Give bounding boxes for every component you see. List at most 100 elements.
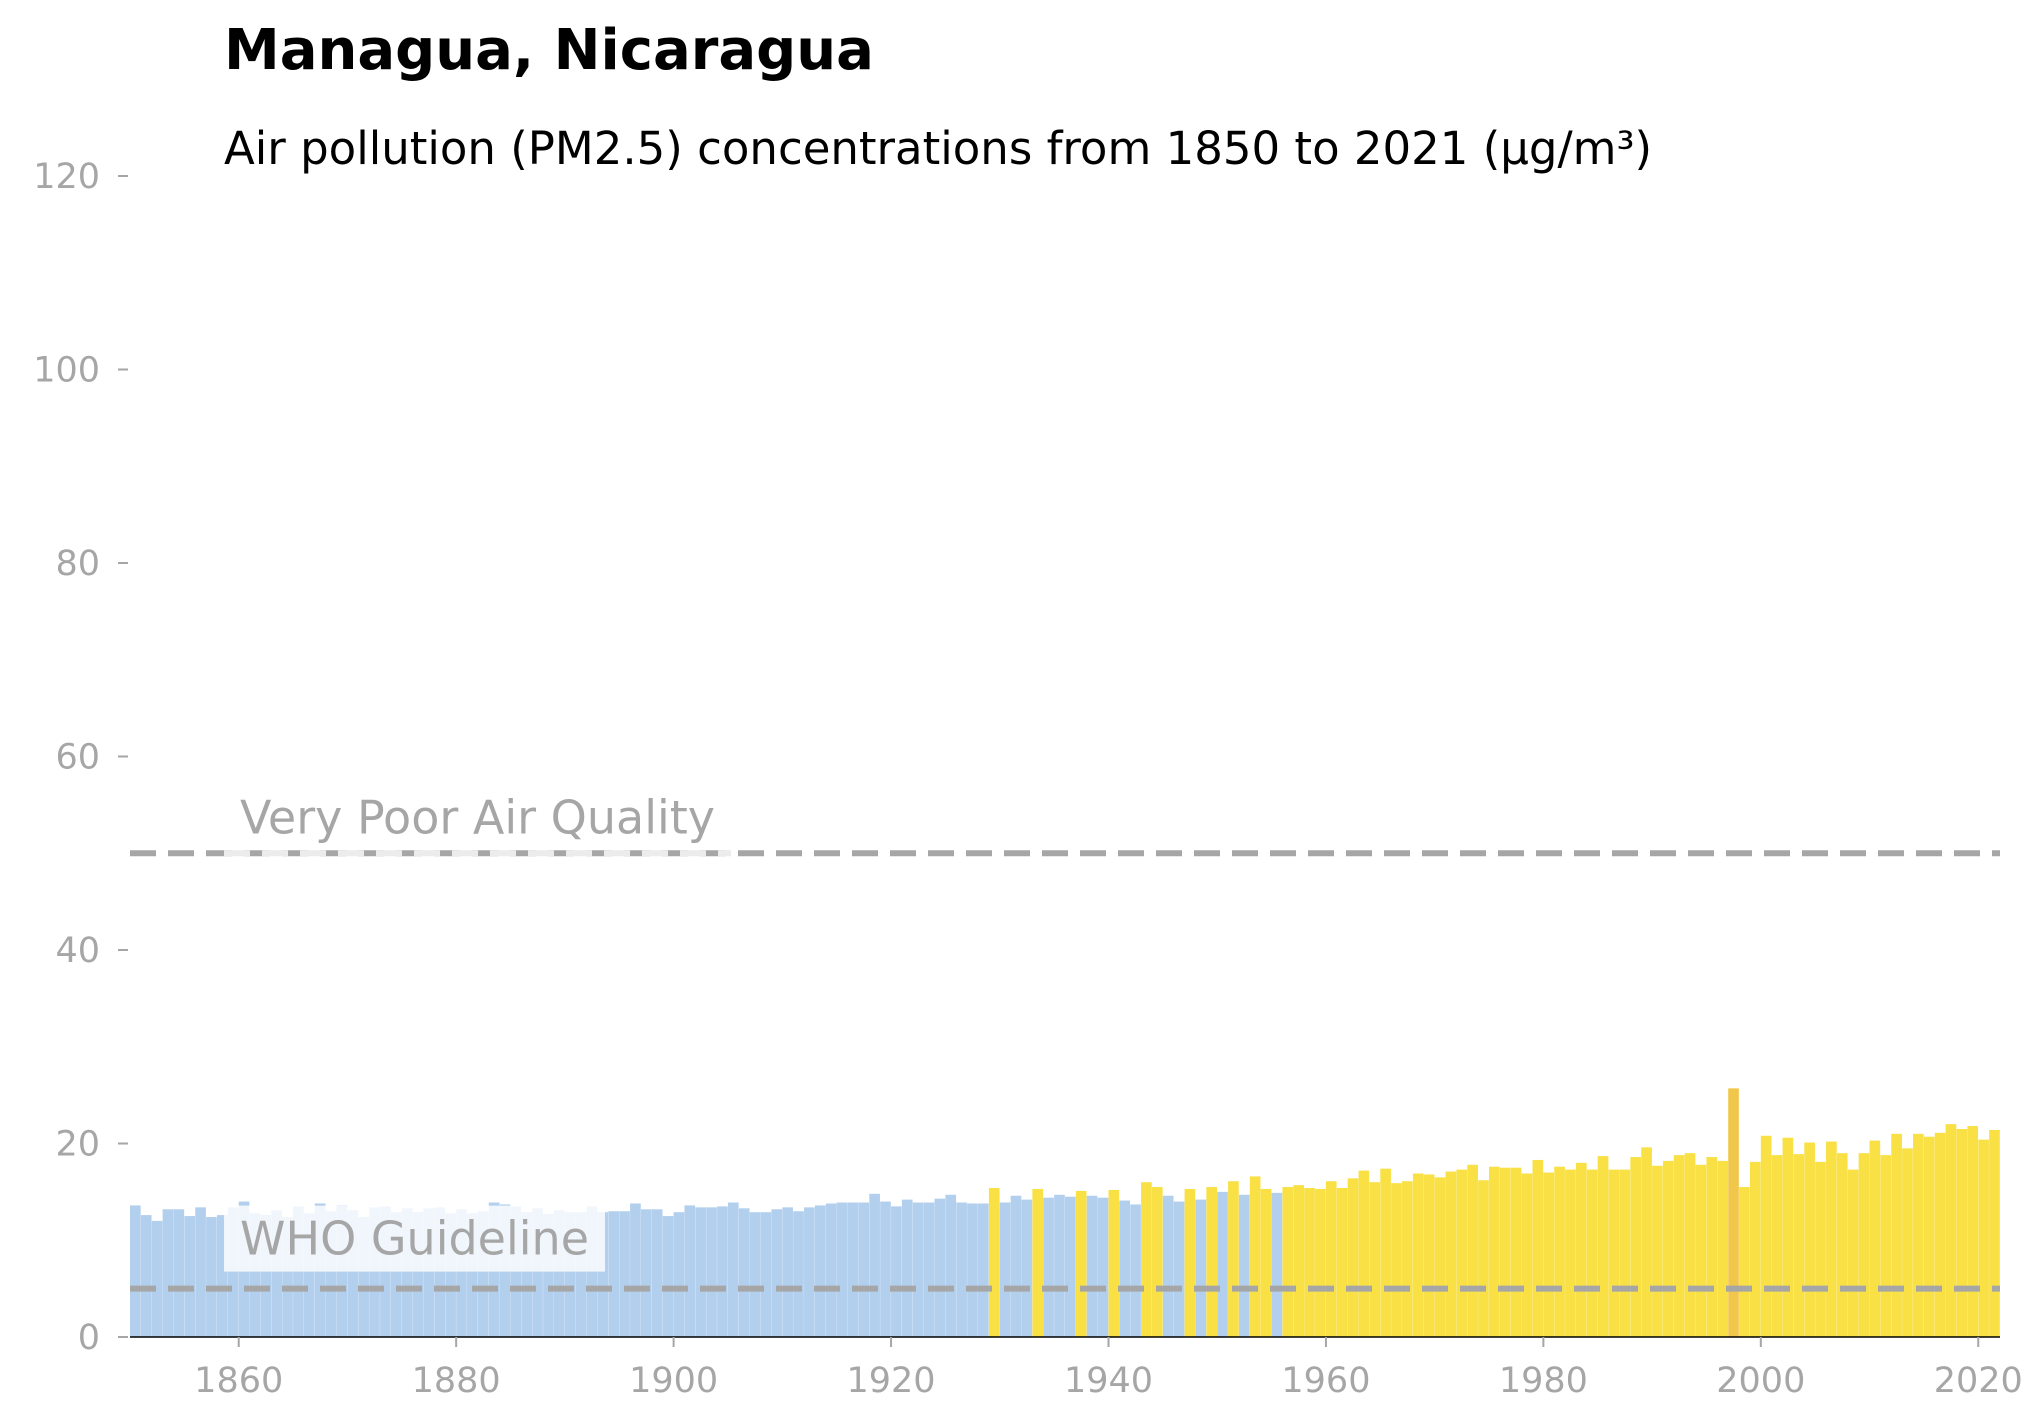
bar-1947	[1184, 1188, 1196, 1337]
bar-1959	[1315, 1188, 1326, 1337]
bar-1961	[1336, 1188, 1348, 1337]
bar-1942	[1130, 1204, 1141, 1337]
bar-1894	[608, 1211, 620, 1337]
bar-1976	[1499, 1167, 1511, 1337]
y-tick-label-100: 100	[33, 351, 100, 391]
bar-1955	[1271, 1192, 1283, 1337]
bar-1854	[173, 1209, 185, 1337]
bar-1958	[1304, 1188, 1315, 1337]
bar-1861	[249, 1213, 261, 1337]
bar-1980	[1543, 1172, 1555, 1337]
bar-1851	[140, 1215, 152, 1337]
bar-1943	[1141, 1182, 1152, 1337]
bar-2013	[1902, 1148, 1913, 1337]
reference-lines-layer: Very Poor Air Quality WHO Guideline	[130, 790, 2000, 1292]
bar-2004	[1804, 1142, 1815, 1337]
bar-1891	[575, 1212, 587, 1337]
chart-title: Managua, Nicaragua	[224, 18, 874, 83]
x-tick-label-2000: 2000	[1716, 1361, 1805, 1401]
bar-1853	[162, 1209, 174, 1337]
bar-1889	[554, 1210, 565, 1337]
bar-1855	[184, 1216, 196, 1337]
bar-1874	[390, 1212, 402, 1337]
bar-2021	[1989, 1129, 2000, 1337]
bar-2000	[1760, 1135, 1772, 1337]
bar-1972	[1456, 1169, 1468, 1337]
bar-1985	[1597, 1156, 1609, 1337]
bar-1993	[1684, 1153, 1696, 1337]
bar-1940	[1108, 1189, 1120, 1337]
bar-1903	[706, 1207, 717, 1337]
bar-1913	[814, 1205, 826, 1337]
bar-1987	[1619, 1169, 1631, 1337]
x-tick-label-1980: 1980	[1499, 1361, 1588, 1401]
bar-1931	[1010, 1195, 1022, 1337]
bar-1978	[1521, 1173, 1533, 1337]
bar-1982	[1565, 1169, 1576, 1337]
bar-1928	[978, 1203, 989, 1337]
x-tick-label-2020: 2020	[1934, 1361, 2023, 1401]
bar-1965	[1380, 1168, 1391, 1337]
bar-1882	[477, 1211, 489, 1337]
bar-1862	[260, 1215, 272, 1337]
bar-1870	[347, 1210, 359, 1337]
bar-1920	[891, 1206, 902, 1337]
bar-1956	[1282, 1187, 1294, 1337]
bar-1885	[510, 1206, 522, 1337]
bar-1857	[206, 1217, 217, 1337]
bar-1858	[216, 1215, 228, 1337]
bar-1953	[1249, 1176, 1261, 1337]
bar-1970	[1434, 1177, 1446, 1337]
bar-1921	[901, 1199, 913, 1337]
bar-1995	[1706, 1157, 1718, 1337]
bar-1957	[1293, 1185, 1304, 1337]
bar-2017	[1945, 1124, 1957, 1337]
bar-1911	[793, 1211, 804, 1337]
bar-1938	[1086, 1195, 1098, 1337]
bar-1952	[1238, 1194, 1250, 1337]
chart-subtitle: Air pollution (PM2.5) concentrations fro…	[224, 122, 1653, 175]
bar-1898	[651, 1209, 663, 1337]
bar-1977	[1510, 1167, 1522, 1337]
bar-1981	[1554, 1166, 1565, 1337]
bar-1887	[532, 1208, 543, 1337]
bar-1933	[1032, 1188, 1044, 1337]
x-tick-label-1920: 1920	[847, 1361, 936, 1401]
bar-1975	[1489, 1166, 1500, 1337]
bar-1979	[1532, 1159, 1544, 1337]
x-tick-label-1960: 1960	[1281, 1361, 1370, 1401]
bar-2009	[1858, 1153, 1870, 1337]
bar-1974	[1478, 1180, 1489, 1337]
bar-1880	[456, 1209, 467, 1337]
bar-1935	[1054, 1194, 1065, 1337]
bar-1905	[727, 1202, 739, 1337]
bar-1944	[1151, 1187, 1163, 1337]
bar-1939	[1097, 1197, 1109, 1337]
reference-label-0: Very Poor Air Quality	[240, 790, 715, 844]
bar-1899	[662, 1216, 674, 1337]
bar-2016	[1934, 1132, 1946, 1337]
bar-1871	[358, 1217, 369, 1337]
bar-1986	[1608, 1169, 1620, 1337]
bar-1925	[945, 1194, 957, 1337]
x-axis: 1860 1880 1900 1920 1940 1960 1980 2000 2020	[194, 1337, 2023, 1401]
bar-2006	[1826, 1141, 1837, 1337]
bar-2007	[1836, 1153, 1848, 1337]
bar-1918	[869, 1193, 880, 1337]
bar-1966	[1391, 1183, 1402, 1337]
bar-1962	[1347, 1178, 1359, 1337]
bar-2018	[1956, 1128, 1968, 1337]
bar-1983	[1575, 1162, 1587, 1337]
bar-1859	[227, 1207, 239, 1337]
bar-1934	[1043, 1197, 1054, 1337]
bar-1866	[303, 1213, 315, 1337]
bar-1865	[293, 1206, 304, 1337]
bar-1963	[1358, 1170, 1370, 1337]
bar-1914	[825, 1203, 837, 1337]
reference-label-bg-1	[224, 1205, 605, 1272]
bar-2012	[1891, 1133, 1902, 1337]
bar-1989	[1641, 1147, 1652, 1337]
bar-1937	[1075, 1190, 1087, 1337]
bar-2001	[1771, 1155, 1783, 1337]
